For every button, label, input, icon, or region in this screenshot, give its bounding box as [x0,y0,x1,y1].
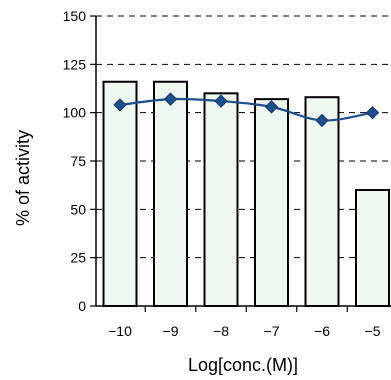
line-series [113,92,380,128]
bars [102,80,390,308]
x-tick-label: −5 [365,323,381,339]
line-point [315,113,329,128]
x-tick-label: −9 [163,323,179,339]
y-tick-label: 50 [70,201,86,217]
x-tick-label: −10 [108,323,132,339]
x-tick-label: −8 [213,323,229,339]
y-tick-label: 75 [70,153,86,169]
grid-lines [90,15,391,307]
y-tick-labels: 0 25 50 75 100 125 150 [63,8,87,314]
line-point [163,92,178,106]
bar [355,189,390,307]
x-tick-label: −6 [314,323,330,339]
y-tick-label: 150 [63,8,87,24]
line-point [365,105,380,120]
x-tick-label: −7 [264,323,280,339]
x-tick-labels: −10 −9 −8 −7 −6 −5 [108,306,381,339]
y-tick-label: 125 [63,56,87,72]
line-point [264,100,279,114]
y-tick-label: 100 [63,105,87,121]
x-axis-title: Log[conc.(M)] [188,355,298,375]
line-point [113,98,127,112]
y-axis-title: % of activity [13,130,33,226]
bar [254,98,289,307]
bar [203,92,239,308]
bar [102,80,138,307]
line-point [214,94,228,108]
y-tick-label: 25 [70,250,86,266]
bar [153,80,188,307]
y-tick-label: 0 [78,298,86,314]
bar [304,96,340,307]
